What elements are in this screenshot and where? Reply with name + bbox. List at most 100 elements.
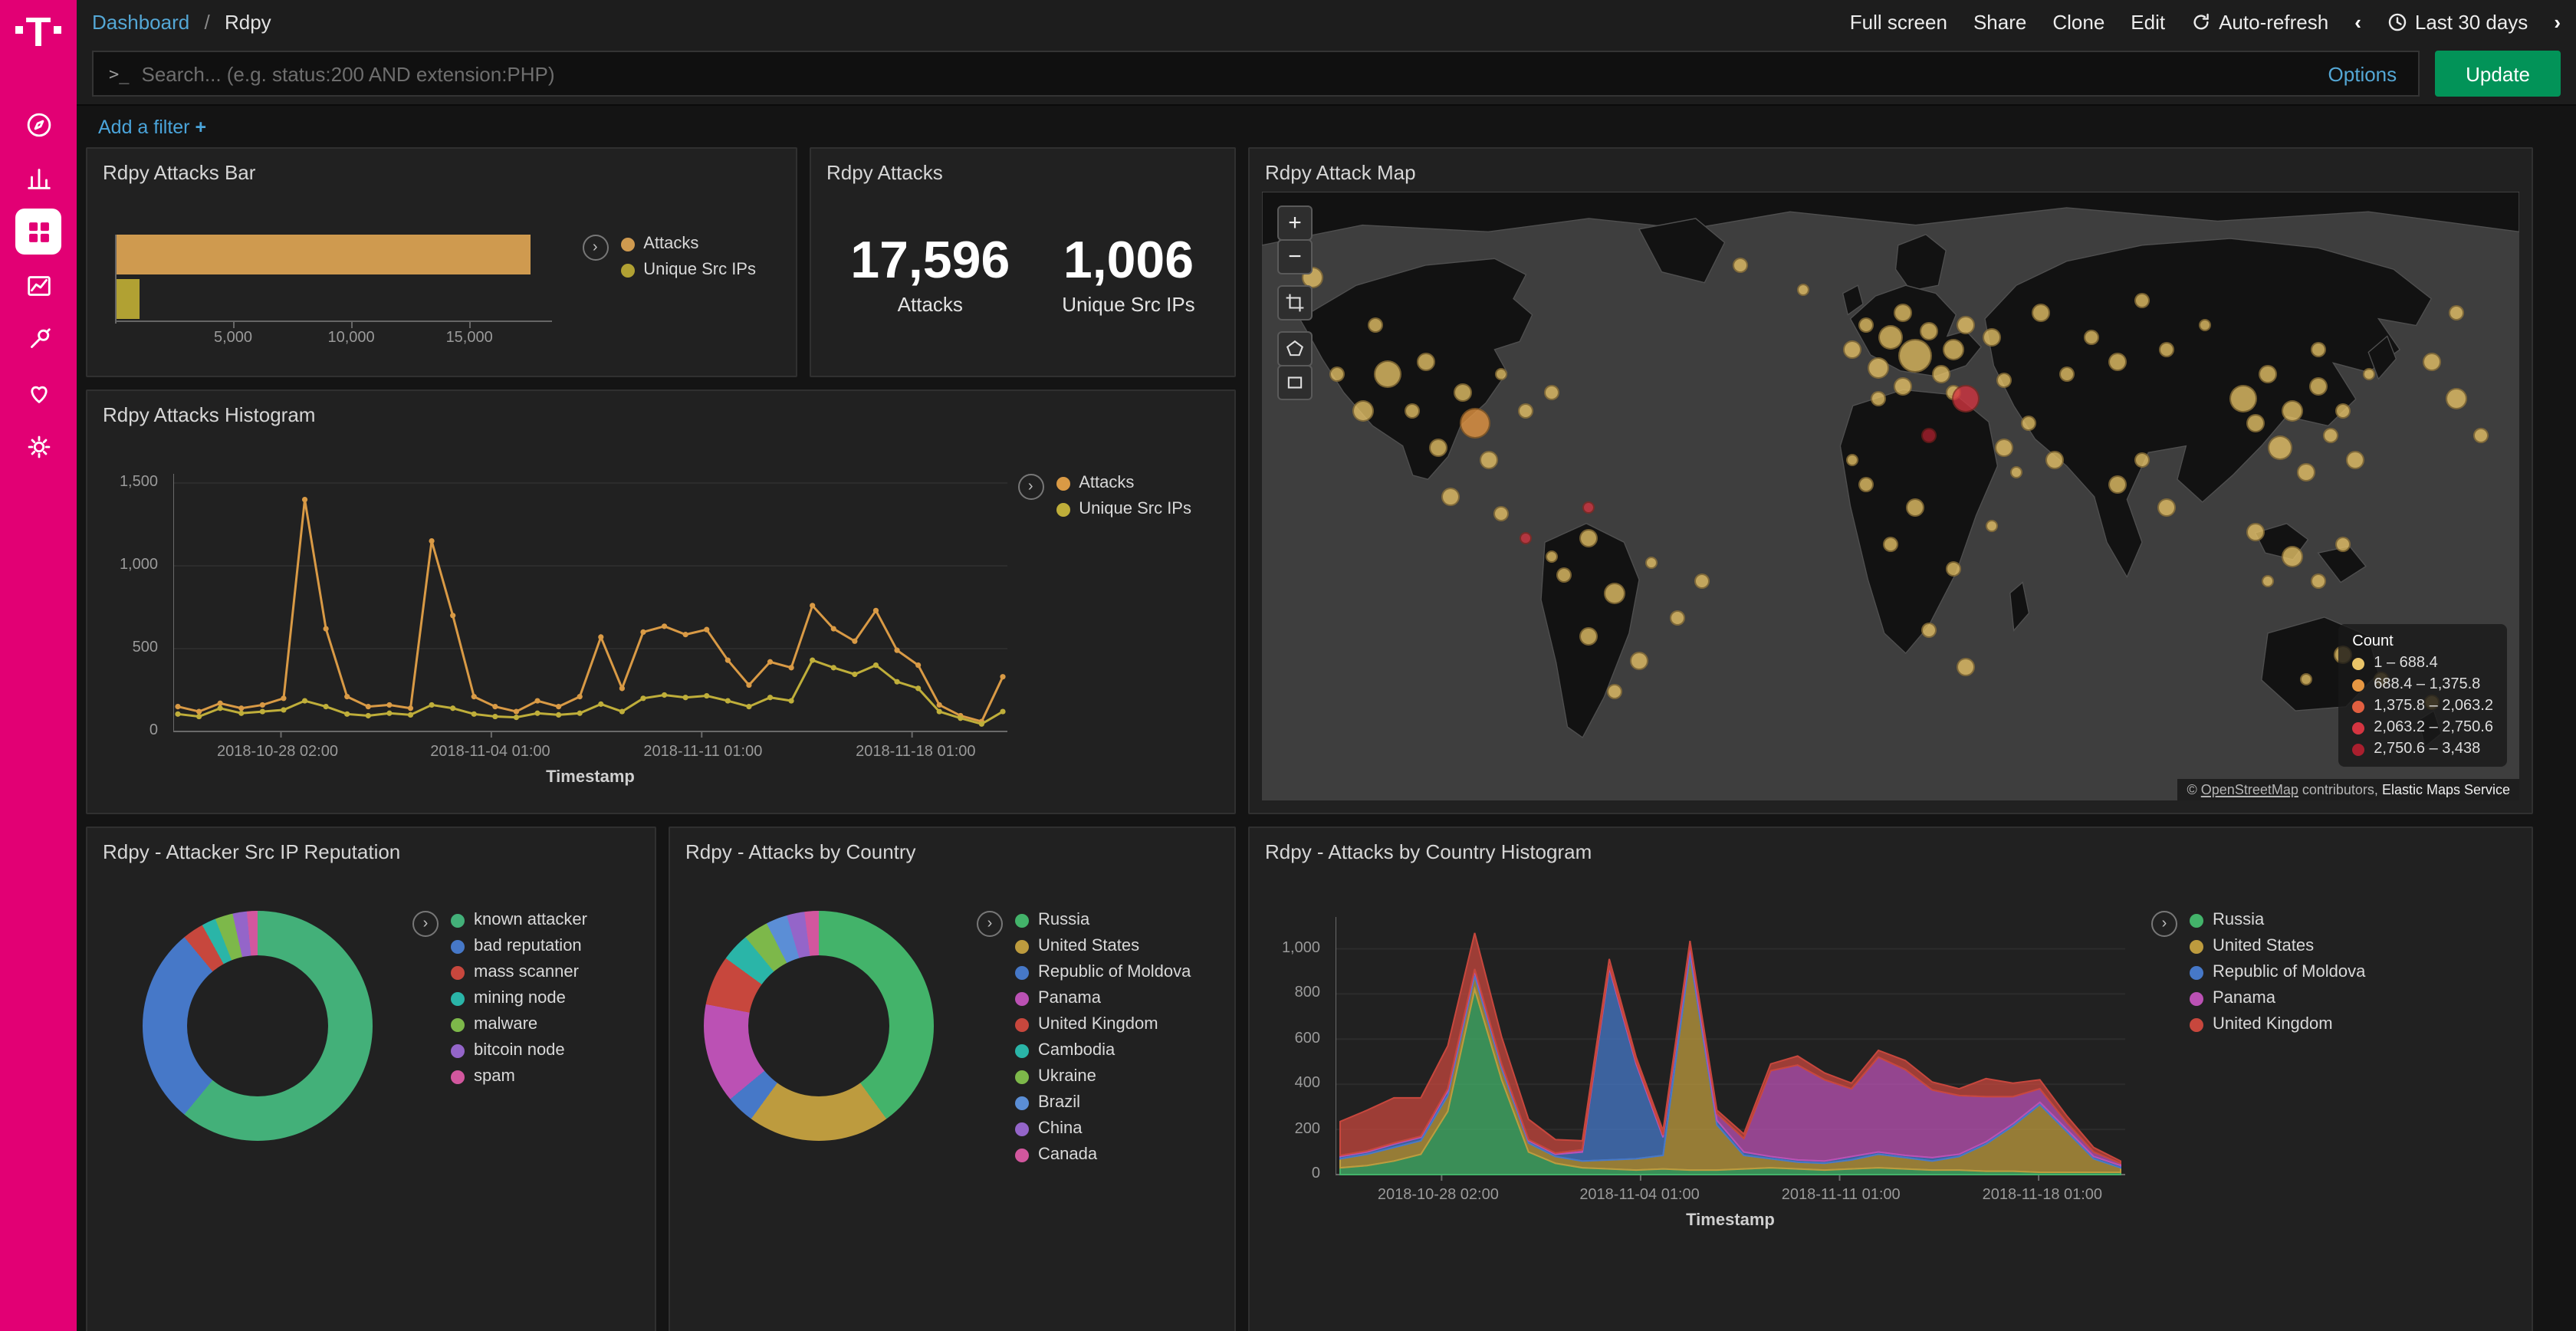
attack-bubble[interactable] <box>2346 450 2365 469</box>
attack-bubble[interactable] <box>2259 365 2277 384</box>
legend-item[interactable]: Attacks <box>620 235 756 253</box>
share-button[interactable]: Share <box>1973 10 2027 33</box>
attack-bubble[interactable] <box>2134 452 2150 468</box>
legend-expand-button[interactable]: › <box>582 235 609 261</box>
attack-bubble[interactable] <box>1921 427 1937 443</box>
attack-bubble[interactable] <box>1367 317 1383 334</box>
attack-bubble[interactable] <box>1428 438 1447 457</box>
attack-bubble[interactable] <box>2229 384 2257 412</box>
attack-bubble[interactable] <box>2335 537 2351 553</box>
attack-bubble[interactable] <box>1996 373 2012 389</box>
options-link[interactable]: Options <box>2328 62 2397 85</box>
auto-refresh-button[interactable]: Auto-refresh <box>2191 10 2328 33</box>
attack-bubble[interactable] <box>2084 330 2100 346</box>
attack-bubble[interactable] <box>1545 550 1558 564</box>
time-range-button[interactable]: Last 30 days <box>2387 10 2528 33</box>
add-filter-link[interactable]: Add a filter + <box>98 116 206 137</box>
attack-bubble[interactable] <box>2246 523 2265 542</box>
legend-item[interactable]: known attacker <box>451 911 587 929</box>
attack-bubble[interactable] <box>1858 317 1874 334</box>
attack-bubble[interactable] <box>1460 407 1491 439</box>
attack-bubble[interactable] <box>2268 435 2293 460</box>
attack-bubble[interactable] <box>2449 305 2464 321</box>
attack-bubble[interactable] <box>2310 573 2326 590</box>
legend-item[interactable]: United States <box>2190 937 2365 955</box>
attack-bubble[interactable] <box>1919 322 1938 341</box>
attack-bubble[interactable] <box>1732 257 1748 273</box>
sidebar-item-monitoring[interactable] <box>15 370 61 416</box>
search-input[interactable] <box>141 62 2310 85</box>
legend-item[interactable]: Ukraine <box>1015 1067 1191 1086</box>
legend-item[interactable]: mining node <box>451 989 587 1007</box>
attack-bubble[interactable] <box>2108 353 2127 372</box>
legend-expand-button[interactable]: › <box>2151 911 2177 937</box>
legend-item[interactable]: Brazil <box>1015 1093 1191 1112</box>
openstreetmap-link[interactable]: OpenStreetMap <box>2200 782 2298 797</box>
attack-bubble[interactable] <box>1870 390 1886 406</box>
attack-bubble[interactable] <box>2134 293 2150 309</box>
clone-button[interactable]: Clone <box>2052 10 2105 33</box>
attack-bubble[interactable] <box>1883 537 1898 553</box>
attack-bubble[interactable] <box>1520 532 1533 545</box>
attack-bubble[interactable] <box>1952 384 1980 412</box>
time-forward-button[interactable]: › <box>2554 10 2561 33</box>
telekom-logo[interactable]: T <box>15 12 62 89</box>
attack-bubble[interactable] <box>1898 339 1933 373</box>
legend-item[interactable]: United States <box>1015 937 1191 955</box>
reputation-donut-chart[interactable] <box>143 911 373 1141</box>
attack-bubble[interactable] <box>1796 283 1809 296</box>
attack-bubble[interactable] <box>1982 328 2001 347</box>
legend-item[interactable]: Unique Src IPs <box>620 261 756 279</box>
attack-bubble[interactable] <box>1374 360 1401 389</box>
attack-bubble[interactable] <box>1985 520 1998 533</box>
attack-bubble[interactable] <box>1454 383 1473 402</box>
attack-bubble[interactable] <box>2282 546 2304 568</box>
legend-expand-button[interactable]: › <box>977 911 1003 937</box>
attack-bubble[interactable] <box>1846 453 1859 466</box>
attack-bubble[interactable] <box>1518 403 1534 419</box>
attack-bubble[interactable] <box>1946 561 1961 577</box>
legend-item[interactable]: Republic of Moldova <box>1015 963 1191 981</box>
legend-item[interactable]: malware <box>451 1015 587 1034</box>
legend-item[interactable]: Panama <box>1015 989 1191 1007</box>
attack-bubble[interactable] <box>2335 403 2351 419</box>
sidebar-item-discover[interactable] <box>15 101 61 147</box>
attack-bubble[interactable] <box>2422 353 2441 372</box>
legend-item[interactable]: China <box>1015 1119 1191 1138</box>
legend-item[interactable]: Russia <box>1015 911 1191 929</box>
sidebar-item-management[interactable] <box>15 423 61 469</box>
zoom-out-button[interactable]: − <box>1277 239 1313 274</box>
attack-bubble[interactable] <box>1630 651 1648 670</box>
sidebar-item-dev-tools[interactable] <box>15 316 61 362</box>
attack-bubble[interactable] <box>2199 319 2211 332</box>
sidebar-item-timelion[interactable] <box>15 262 61 308</box>
attack-bubble[interactable] <box>1416 353 1435 372</box>
legend-item[interactable]: Panama <box>2190 989 2365 1007</box>
attack-bubble[interactable] <box>1543 385 1559 400</box>
attack-bubble[interactable] <box>1878 325 1903 350</box>
update-button[interactable]: Update <box>2435 51 2561 97</box>
attack-bubble[interactable] <box>2299 672 2312 685</box>
attack-bubble[interactable] <box>2296 462 2315 481</box>
attack-bubble[interactable] <box>1645 557 1658 570</box>
attack-bubble[interactable] <box>2045 450 2064 469</box>
legend-item[interactable]: bitcoin node <box>451 1041 587 1060</box>
attack-bubble[interactable] <box>2282 399 2304 422</box>
attack-bubble[interactable] <box>1894 377 1913 396</box>
bar-unique-src-ips[interactable] <box>117 279 140 319</box>
attack-bubble[interactable] <box>2446 387 2467 409</box>
attack-bubble[interactable] <box>1957 657 1976 676</box>
elastic-maps-service-link[interactable]: Elastic Maps Service <box>2381 782 2510 797</box>
legend-item[interactable]: mass scanner <box>451 963 587 981</box>
sidebar-item-visualize[interactable] <box>15 155 61 201</box>
legend-item[interactable]: spam <box>451 1067 587 1086</box>
attack-bubble[interactable] <box>1494 368 1507 381</box>
attack-bubble[interactable] <box>1556 567 1572 583</box>
legend-item[interactable]: Republic of Moldova <box>2190 963 2365 981</box>
legend-item[interactable]: Canada <box>1015 1145 1191 1164</box>
attack-bubble[interactable] <box>1441 487 1460 505</box>
draw-rectangle-button[interactable] <box>1277 365 1313 400</box>
attack-bubble[interactable] <box>1906 498 1925 518</box>
attack-bubble[interactable] <box>1582 501 1595 514</box>
legend-item[interactable]: Unique Src IPs <box>1056 500 1191 518</box>
